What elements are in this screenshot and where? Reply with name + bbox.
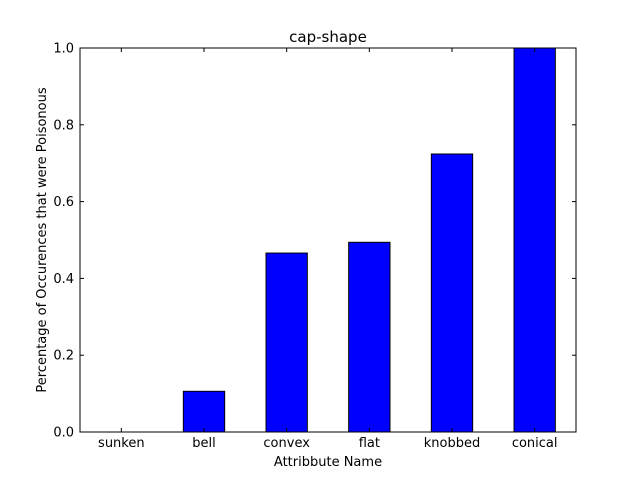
x-tick-label: flat: [359, 436, 380, 451]
y-tick-label: 0.2: [53, 349, 74, 364]
y-axis-label: Percentage of Occurences that were Poiso…: [35, 87, 50, 392]
x-tick-label: conical: [512, 436, 558, 451]
x-tick-label: knobbed: [424, 436, 480, 451]
chart-title: cap-shape: [289, 28, 367, 46]
bars-group: [182, 47, 556, 433]
y-tick-label: 0.0: [53, 426, 74, 441]
bar-conical: [513, 47, 556, 433]
plot-frame: [79, 47, 577, 433]
bar-knobbed: [430, 153, 474, 433]
y-axis: 0.0 0.2 0.4 0.6 0.8 1.0: [53, 42, 576, 441]
bar-flat: [348, 241, 391, 433]
x-tick-label: sunken: [98, 436, 145, 451]
bar-bell: [182, 390, 226, 433]
y-tick-label: 0.8: [53, 118, 74, 133]
y-tick-label: 0.6: [53, 195, 74, 210]
bar-convex: [265, 252, 308, 433]
y-tick-label: 0.4: [53, 272, 74, 287]
x-tick-label: bell: [192, 436, 215, 451]
x-axis-label: Attribbute Name: [274, 455, 382, 470]
x-tick-label: convex: [263, 436, 310, 451]
x-axis: sunken bell convex flat knobbed conical: [98, 48, 558, 451]
y-tick-label: 1.0: [53, 42, 74, 57]
